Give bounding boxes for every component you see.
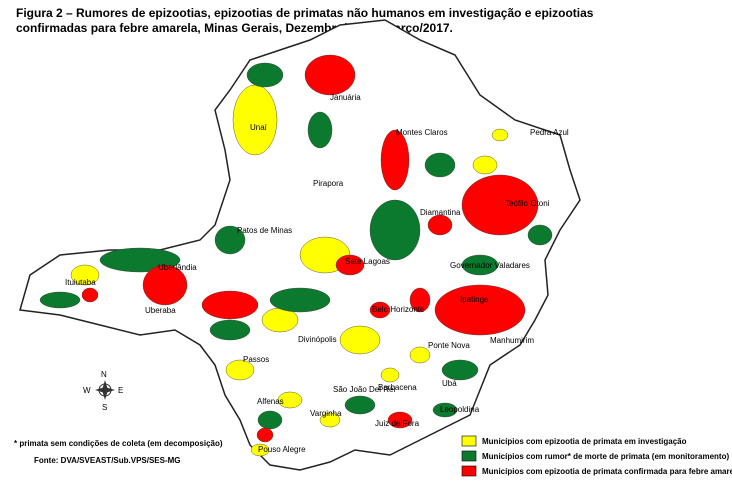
legend-swatch bbox=[461, 435, 477, 447]
city-label: Leopoldina bbox=[440, 405, 480, 414]
city-label: Januária bbox=[330, 93, 361, 102]
legend-label: Municípios com epizootia de primata conf… bbox=[482, 467, 732, 476]
compass-e: E bbox=[118, 386, 123, 395]
municipality-area bbox=[427, 214, 453, 236]
city-label: Diamantina bbox=[420, 208, 461, 217]
city-label: Montes Claros bbox=[396, 128, 448, 137]
compass-w: W bbox=[83, 386, 91, 395]
municipality-area bbox=[81, 287, 99, 303]
city-label: São João Del Rei bbox=[333, 385, 395, 394]
municipality-area bbox=[441, 359, 479, 381]
municipality-area bbox=[409, 346, 431, 364]
city-label: Teófilo Otoni bbox=[505, 199, 550, 208]
legend-swatch bbox=[461, 465, 477, 477]
municipality-area bbox=[461, 174, 539, 236]
municipality-area bbox=[319, 412, 341, 428]
city-label: Passos bbox=[243, 355, 269, 364]
municipality-area bbox=[434, 284, 526, 336]
municipality-area bbox=[307, 111, 333, 149]
municipality-area bbox=[269, 287, 331, 313]
municipality-area bbox=[380, 367, 400, 383]
legend-swatch bbox=[461, 450, 477, 462]
municipality-area bbox=[527, 224, 553, 246]
source: Fonte: DVA/SVEAST/Sub.VPS/SES-MG bbox=[34, 456, 181, 465]
city-label: Pirapora bbox=[313, 179, 344, 188]
city-label: Ponte Nova bbox=[428, 341, 470, 350]
municipality-area bbox=[335, 254, 365, 276]
municipality-area bbox=[214, 225, 246, 255]
municipality-area bbox=[246, 62, 284, 88]
municipality-area bbox=[424, 152, 456, 178]
municipality-area bbox=[369, 301, 391, 319]
city-label: Patos de Minas bbox=[237, 226, 292, 235]
municipality-area bbox=[304, 54, 356, 96]
municipality-area bbox=[432, 402, 458, 418]
city-label: Pouso Alegre bbox=[258, 445, 306, 454]
compass-n: N bbox=[101, 370, 107, 379]
municipality-area bbox=[472, 155, 498, 175]
municipality-area bbox=[387, 411, 413, 429]
municipality-area bbox=[39, 291, 81, 309]
municipality-area bbox=[70, 264, 100, 286]
city-label: Unaí bbox=[250, 123, 268, 132]
municipality-area bbox=[277, 391, 303, 409]
city-label: Governador Valadares bbox=[450, 261, 530, 270]
municipality-area bbox=[225, 359, 255, 381]
compass: N S E W bbox=[83, 370, 123, 412]
municipality-area bbox=[491, 128, 509, 142]
city-label: Belo Horizonte bbox=[372, 305, 425, 314]
municipality-area bbox=[380, 129, 410, 191]
city-label: Uberaba bbox=[145, 306, 176, 315]
municipality-area bbox=[369, 199, 421, 261]
city-label: Ubá bbox=[442, 379, 457, 388]
city-label: Uberlândia bbox=[158, 263, 197, 272]
city-label: Juiz de Fora bbox=[375, 419, 420, 428]
city-label: Sete Lagoas bbox=[345, 257, 390, 266]
city-label: Alfenas bbox=[257, 397, 284, 406]
legend: Municípios com epizootia de primata em i… bbox=[461, 435, 732, 477]
city-label: Divinópolis bbox=[298, 335, 337, 344]
city-label: Ituiutaba bbox=[65, 278, 96, 287]
legend-label: Municípios com epizootia de primata em i… bbox=[482, 437, 687, 446]
municipality-area bbox=[201, 290, 259, 320]
legend-label: Municípios com rumor* de morte de primat… bbox=[482, 452, 729, 461]
municipality-area bbox=[257, 410, 283, 430]
city-label: Manhumirim bbox=[490, 336, 534, 345]
municipality-area bbox=[209, 319, 251, 341]
city-label: Ipatinga bbox=[460, 295, 489, 304]
municipality-area bbox=[142, 264, 188, 306]
municipality-area bbox=[232, 84, 278, 156]
municipality-areas bbox=[39, 54, 553, 457]
municipality-area bbox=[339, 325, 381, 355]
municipality-area bbox=[256, 427, 274, 443]
compass-s: S bbox=[102, 403, 107, 412]
municipality-area bbox=[344, 395, 376, 415]
municipality-area bbox=[461, 254, 499, 276]
municipality-area bbox=[409, 287, 431, 313]
city-label: Barbacena bbox=[378, 383, 417, 392]
footnote: * primata sem condições de coleta (em de… bbox=[14, 439, 223, 448]
city-label: Pedra Azul bbox=[530, 128, 569, 137]
city-label: Varginha bbox=[310, 409, 342, 418]
municipality-area bbox=[250, 443, 270, 457]
